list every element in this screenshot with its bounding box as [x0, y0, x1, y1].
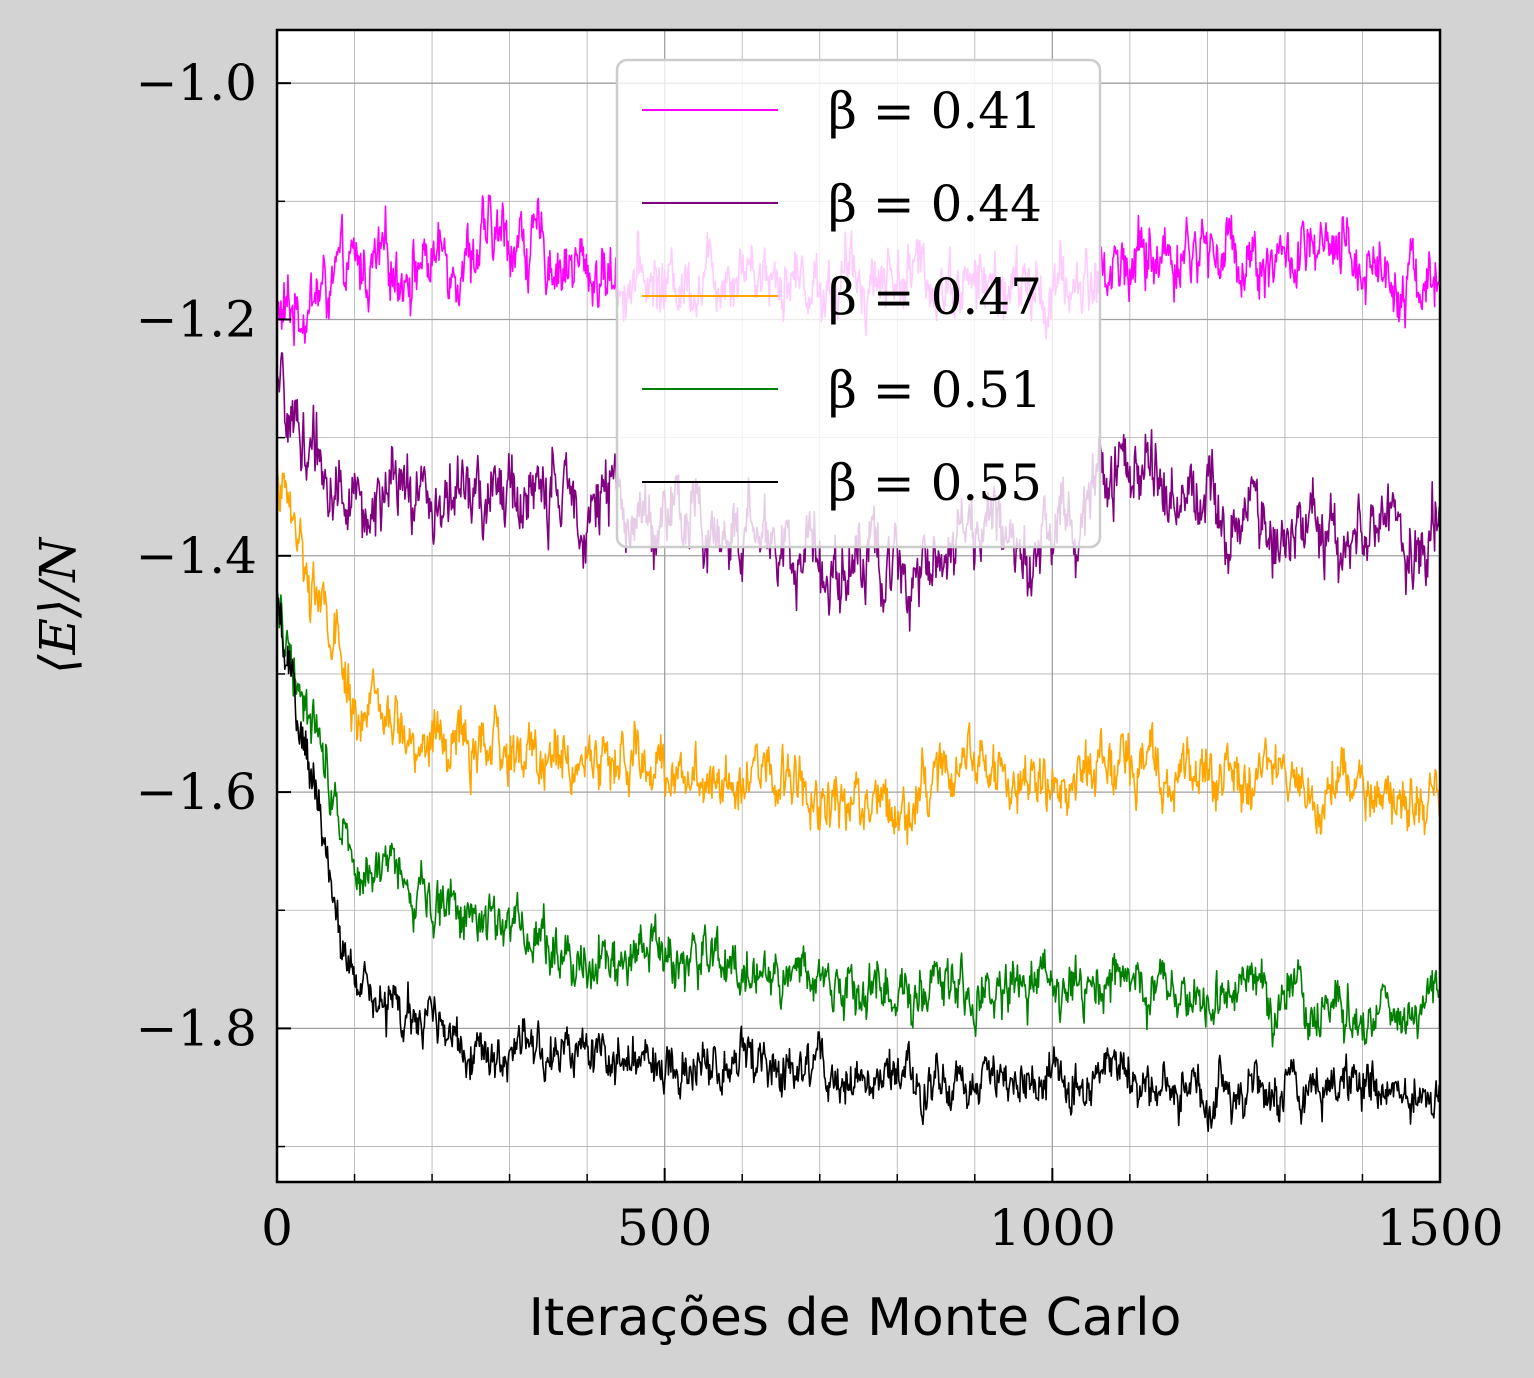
legend-box [615, 58, 1102, 549]
y-axis-label: ⟨E⟩/N [29, 536, 87, 674]
y-tick-labels: −1.8 −1.6 −1.4 −1.2 −1.0 [136, 54, 257, 1057]
legend: β = 0.41 β = 0.44 β = 0.47 β = 0.51 β = 0.55 [615, 58, 1102, 549]
x-tick-label: 1500 [1376, 1199, 1503, 1257]
legend-label-4: β = 0.55 [828, 454, 1042, 512]
x-tick-label: 500 [617, 1199, 712, 1257]
legend-label-1: β = 0.44 [828, 175, 1042, 233]
series-line-2 [276, 454, 1441, 846]
x-tick-labels: 0 500 1000 1500 [261, 1199, 1504, 1257]
plot-frame [275, 28, 1442, 1184]
legend-label-2: β = 0.47 [828, 268, 1042, 326]
x-axis-label: Iterações de Monte Carlo [529, 1288, 1182, 1348]
series-line-4 [276, 596, 1441, 1132]
x-tick-label: 0 [261, 1199, 293, 1257]
y-tick-label: −1.0 [136, 54, 257, 112]
y-tick-label: −1.2 [136, 290, 257, 348]
x-tick-label: 1000 [989, 1199, 1116, 1257]
legend-label-0: β = 0.41 [828, 82, 1042, 140]
y-tick-label: −1.4 [136, 527, 257, 585]
series-line-3 [276, 592, 1441, 1048]
legend-label-3: β = 0.51 [828, 361, 1042, 419]
y-tick-label: −1.8 [136, 999, 257, 1057]
y-tick-label: −1.6 [136, 763, 257, 821]
axis-ticks [276, 82, 1441, 1182]
